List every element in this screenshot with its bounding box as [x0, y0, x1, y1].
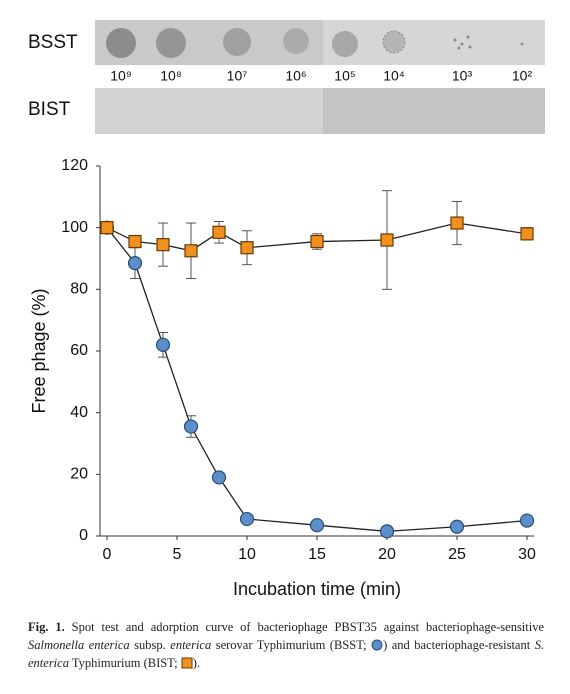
marker — [155, 337, 171, 352]
y-tick-label: 80 — [70, 281, 88, 298]
y-tick-label: 100 — [61, 219, 88, 236]
marker — [127, 256, 143, 271]
legend-icon — [181, 657, 193, 669]
dilution-label: 10³ — [452, 68, 473, 84]
dilution-label: 10⁴ — [383, 68, 405, 84]
marker — [184, 244, 198, 258]
y-tick-label: 0 — [79, 527, 88, 544]
marker — [239, 511, 255, 527]
marker — [379, 524, 395, 539]
spots — [106, 28, 524, 58]
dilution-label: 10⁸ — [160, 68, 182, 84]
marker — [100, 221, 114, 235]
caption-text: subsp. — [134, 638, 166, 652]
marker — [240, 241, 254, 255]
x-tick-label: 0 — [103, 546, 112, 563]
caption-label: Fig. 1. — [28, 620, 65, 634]
x-tick-label: 30 — [518, 546, 536, 563]
caption-text: S. enterica — [28, 638, 545, 670]
x-tick-label: 20 — [378, 546, 396, 563]
series-line — [106, 222, 528, 252]
y-tick-label: 40 — [70, 404, 88, 421]
caption-text: enterica — [170, 638, 212, 652]
marker — [450, 216, 464, 230]
y-tick-label: 120 — [61, 157, 88, 174]
marker — [212, 225, 226, 239]
row-label: BIST — [28, 99, 71, 120]
dilution-label: 10⁷ — [227, 68, 248, 84]
series-line — [106, 227, 528, 533]
x-tick-label: 5 — [173, 546, 182, 563]
marker — [519, 513, 535, 528]
caption-text: Typhimurium (BIST; — [71, 656, 178, 670]
marker — [310, 234, 324, 249]
dilution-label: 10² — [512, 68, 533, 84]
y-axis-label: Free phage (%) — [29, 288, 49, 413]
caption-text: Salmonella enterica — [28, 638, 130, 652]
chart: BSST BIST 10⁹ 10⁸ 10⁷ 10⁶ 10⁵ 10⁴ 10³ 10² 0 20 40 6… — [28, 20, 545, 599]
marker — [128, 234, 142, 249]
marker — [156, 238, 170, 252]
caption-text: ). — [192, 656, 201, 670]
plate — [95, 88, 323, 134]
marker — [211, 470, 227, 485]
plate — [323, 20, 545, 65]
caption-text: ) and bacteriophage-resistant — [383, 638, 531, 652]
x-axis-label: Incubation time (min) — [233, 579, 401, 599]
x-tick-label: 10 — [238, 546, 256, 563]
dilution-label: 10⁹ — [110, 68, 132, 84]
dilution-label: 10⁶ — [285, 68, 306, 84]
x-tick-label: 25 — [448, 546, 466, 563]
y-tick-label: 60 — [70, 342, 88, 359]
plate — [323, 88, 545, 134]
legend-icon — [371, 639, 383, 651]
marker — [183, 419, 199, 434]
caption-text: serovar Typhimurium (BSST; — [215, 638, 367, 652]
row-label: BSST — [28, 32, 78, 53]
y-tick-label: 20 — [70, 466, 88, 483]
caption-text: Spot test and adorption curve of bacteri… — [71, 620, 545, 634]
dilution-label: 10⁵ — [334, 68, 355, 84]
marker — [380, 233, 394, 247]
marker — [449, 519, 465, 534]
x-tick-label: 15 — [308, 546, 326, 563]
marker — [520, 227, 534, 241]
marker — [309, 518, 325, 533]
caption: Fig. 1. Spot test and adorption curve of… — [28, 618, 544, 672]
